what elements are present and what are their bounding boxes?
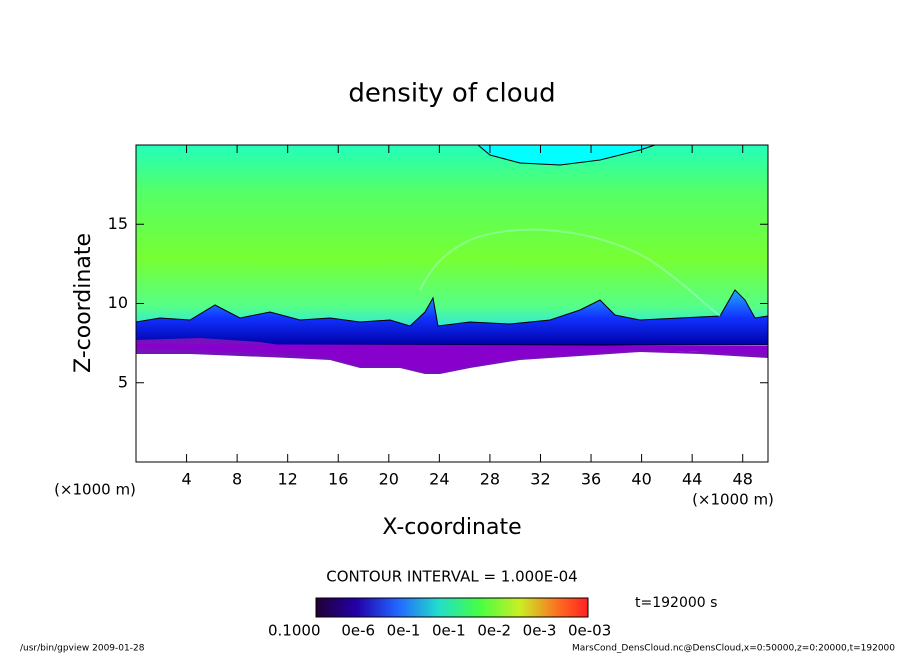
contour-field — [136, 145, 768, 374]
colorbar-label: 0e-03 — [568, 622, 611, 640]
chart-title: density of cloud — [348, 79, 555, 109]
x-tick-label: 36 — [581, 470, 601, 489]
colorbar-label: 0.1000 — [268, 622, 321, 640]
contour-interval: CONTOUR INTERVAL = 1.000E-04 — [326, 568, 577, 586]
footer-left: /usr/bin/gpview 2009-01-28 — [20, 644, 145, 654]
colorbar-label: 0e-6 — [341, 622, 375, 640]
colorbar-label: 0e-3 — [523, 622, 557, 640]
y-tick-label: 5 — [118, 372, 128, 391]
x-tick-label: 28 — [480, 470, 500, 489]
x-tick-label: 48 — [733, 470, 753, 489]
x-tick-label: 4 — [181, 470, 191, 489]
x-tick-label: 16 — [328, 470, 348, 489]
x-tick-label: 20 — [379, 470, 399, 489]
colorbar-label: 0e-2 — [477, 622, 511, 640]
x-unit-right: (×1000 m) — [692, 491, 774, 509]
y-axis-label: Z-coordinate — [71, 233, 96, 373]
colorbar-label: 0e-1 — [387, 622, 421, 640]
footer-right: MarsCond_DensCloud.nc@DensCloud,x=0:5000… — [572, 644, 895, 654]
colorbar — [315, 597, 589, 618]
colorbar-labels: 0.1000 0e-6 0e-1 0e-1 0e-2 0e-3 0e-03 — [268, 622, 611, 640]
y-tick-label: 10 — [108, 293, 128, 312]
x-tick-label: 24 — [429, 470, 449, 489]
x-tick-label: 32 — [530, 470, 550, 489]
time-label: t=192000 s — [635, 595, 717, 611]
x-tick-label: 44 — [682, 470, 702, 489]
x-tick-label: 8 — [232, 470, 242, 489]
x-tick-label: 40 — [631, 470, 651, 489]
x-unit-left: (×1000 m) — [54, 481, 136, 499]
x-axis-label: X-coordinate — [382, 515, 521, 540]
colorbar-label: 0e-1 — [432, 622, 466, 640]
x-tick-label: 12 — [278, 470, 298, 489]
y-tick-label: 15 — [108, 214, 128, 233]
